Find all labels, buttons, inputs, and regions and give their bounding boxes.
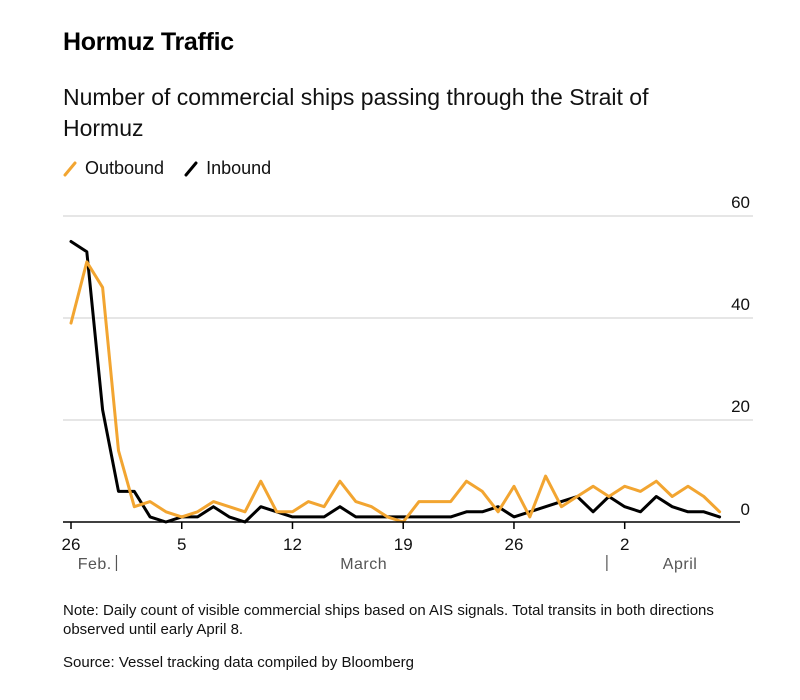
outbound-swatch-icon [63, 161, 77, 176]
month-label: March [340, 556, 387, 573]
y-tick-label: 40 [731, 295, 750, 314]
legend-item-outbound: Outbound [63, 158, 164, 179]
legend: Outbound Inbound [63, 158, 291, 179]
x-axis: 26 5 12 19 26 2 Feb. March April [62, 521, 740, 573]
y-tick-label: 20 [731, 397, 750, 416]
x-tick-label: 19 [394, 535, 413, 554]
chart-source: Source: Vessel tracking data compiled by… [63, 654, 415, 671]
chart-subtitle: Number of commercial ships passing throu… [63, 84, 649, 141]
chart-title: Hormuz Traffic [63, 28, 234, 56]
series-line-outbound [69, 260, 722, 524]
x-tick-label: 2 [620, 535, 629, 554]
grid-layer: 0 20 40 60 [63, 193, 753, 519]
x-tick-label: 26 [62, 535, 81, 554]
month-label: Feb. [78, 556, 112, 573]
y-tick-label: 60 [731, 193, 750, 212]
x-tick-label: 12 [283, 535, 302, 554]
x-tick-label: 5 [177, 535, 186, 554]
month-label: April [663, 556, 698, 573]
legend-label-inbound: Inbound [206, 158, 272, 178]
chart-note: Note: Daily count of visible commercial … [63, 602, 714, 638]
y-tick-label: 0 [741, 500, 750, 519]
x-tick-label: 26 [504, 535, 523, 554]
legend-label-outbound: Outbound [85, 158, 165, 178]
series-line-inbound [69, 240, 722, 524]
chart-area: 0 20 40 60 26 5 12 19 26 2 Feb. March April [62, 193, 753, 573]
inbound-swatch-icon [184, 161, 198, 176]
legend-item-inbound: Inbound [184, 158, 271, 179]
series-layer [69, 240, 722, 524]
